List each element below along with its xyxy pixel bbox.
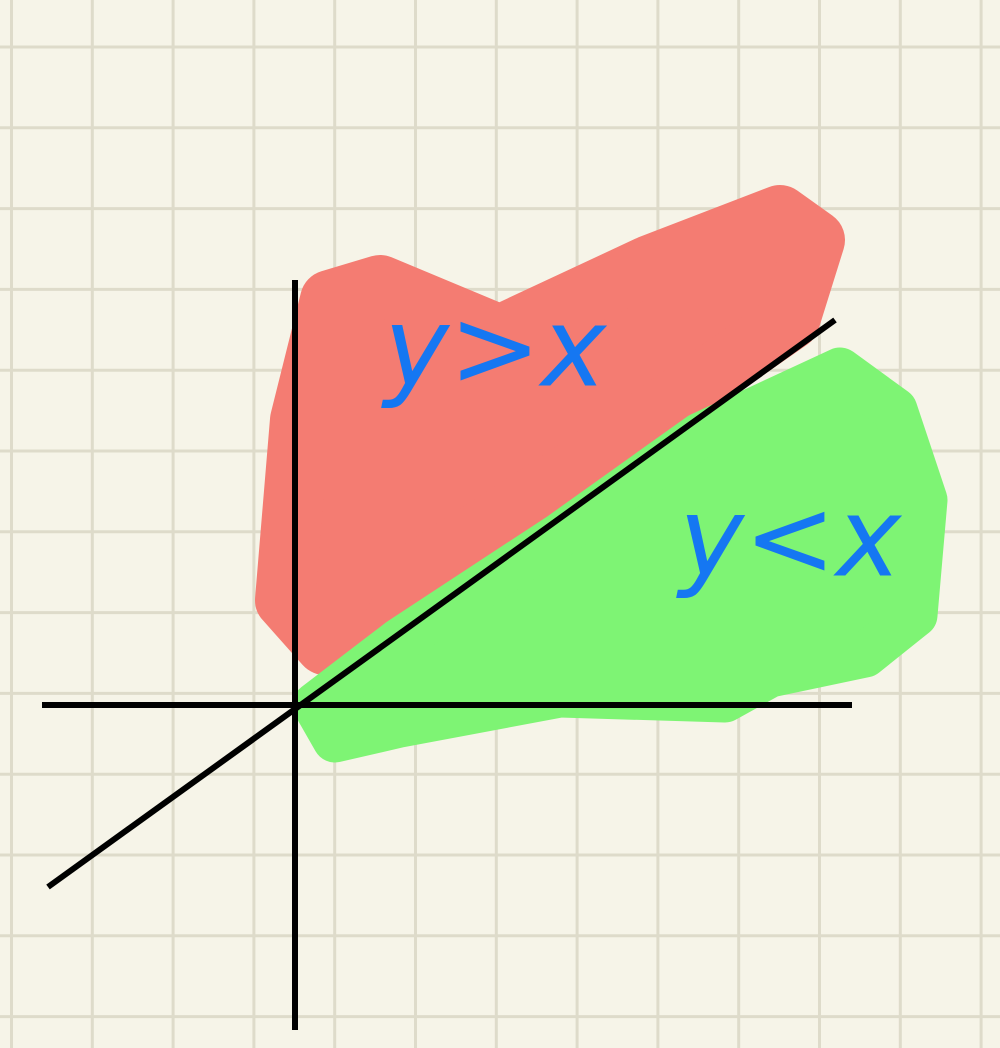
green-region	[292, 347, 948, 763]
red-region	[255, 185, 845, 675]
upper-label: y>x	[381, 283, 608, 411]
lower-label: y<x	[676, 473, 903, 601]
line-y-equals-x	[46, 317, 837, 890]
